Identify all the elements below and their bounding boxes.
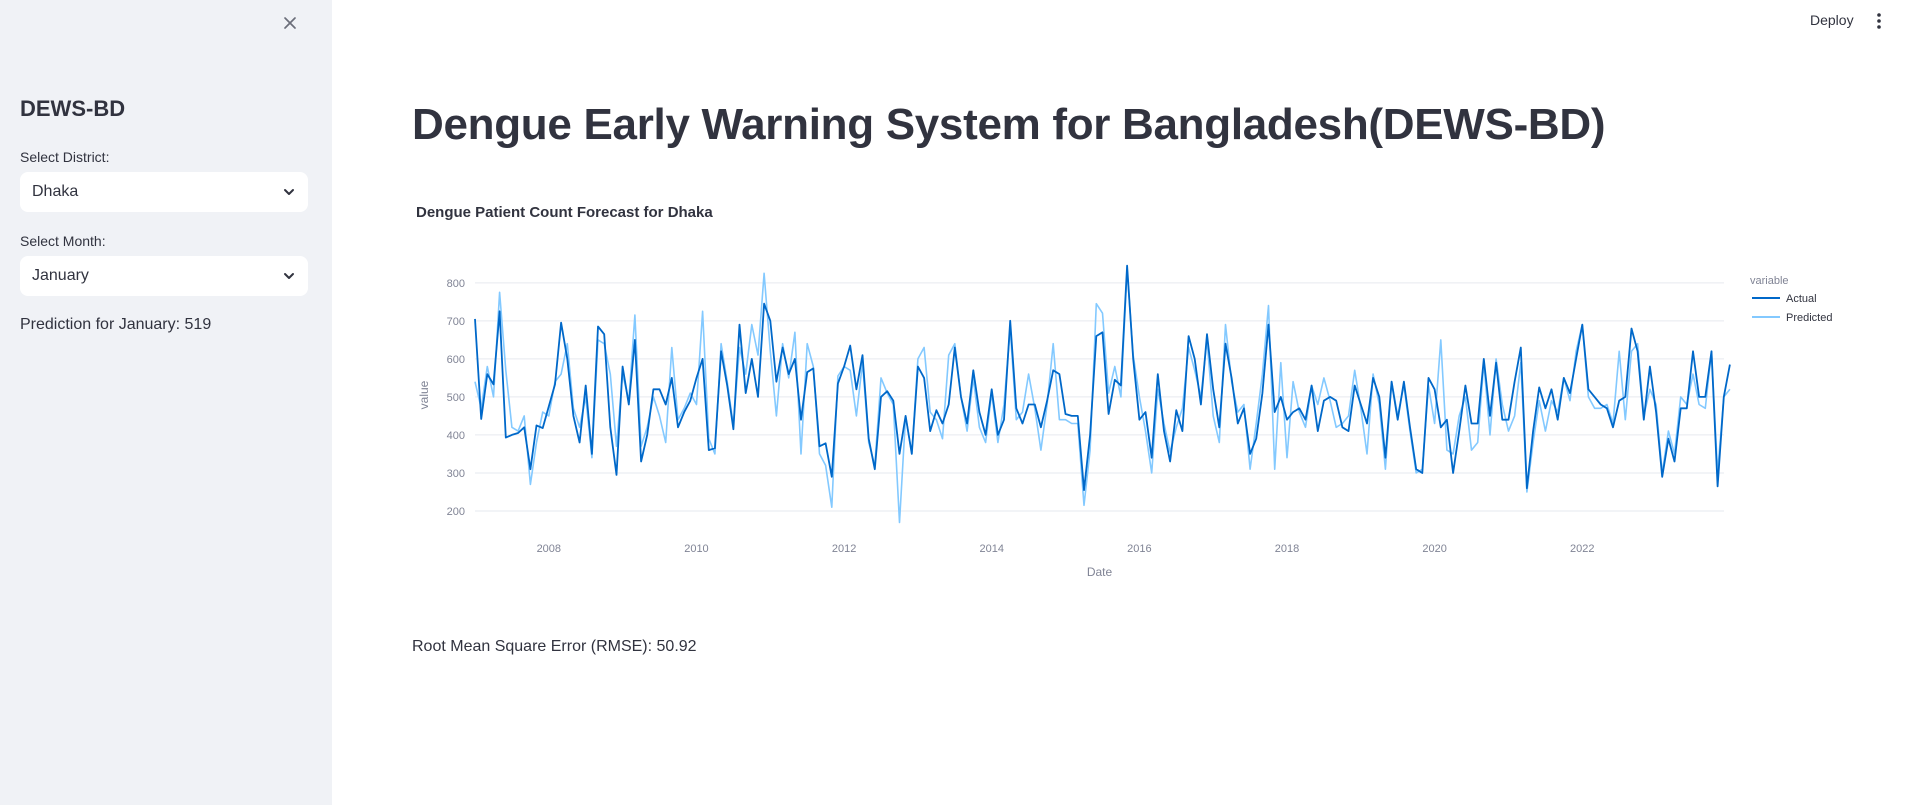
chart-title: Dengue Patient Count Forecast for Dhaka [416,204,713,221]
district-label: Select District: [20,149,110,165]
y-tick-label: 300 [447,468,465,480]
y-tick-label: 600 [447,354,465,366]
district-select[interactable]: Dhaka [20,172,308,212]
district-select-value: Dhaka [32,183,79,200]
close-icon [284,17,296,29]
x-tick-label: 2010 [684,543,708,555]
x-axis-label: Date [1087,565,1113,579]
y-tick-label: 800 [447,278,465,290]
rmse-text: Root Mean Square Error (RMSE): 50.92 [412,638,697,655]
close-sidebar-button[interactable] [279,12,301,34]
y-tick-label: 200 [447,506,465,518]
y-tick-label: 400 [447,430,465,442]
legend-label: Predicted [1786,312,1832,324]
month-select-value: January [32,267,89,284]
legend-title: variable [1750,275,1789,287]
legend-label: Actual [1786,293,1817,305]
app-title: DEWS-BD [20,96,126,121]
y-axis-label: value [417,380,431,409]
x-tick-label: 2022 [1570,543,1594,555]
x-tick-label: 2020 [1422,543,1446,555]
sidebar: DEWS-BD Select District: Dhaka Select Mo… [0,0,332,805]
main-menu-button[interactable] [1872,10,1886,32]
x-tick-label: 2012 [832,543,856,555]
deploy-button[interactable]: Deploy [1810,12,1854,28]
kebab-menu-icon [1877,13,1881,29]
series-line-actual [474,264,1731,492]
x-tick-label: 2008 [537,543,561,555]
chevron-down-icon [284,273,294,279]
y-tick-label: 500 [447,392,465,404]
x-tick-label: 2018 [1275,543,1299,555]
chevron-down-icon [284,189,294,195]
page-title: Dengue Early Warning System for Banglade… [412,100,1606,149]
forecast-chart: 200 300 400 500 600 700 800 2008 2010 2012 2014 201… [417,264,1832,579]
month-select[interactable]: January [20,256,308,296]
prediction-text: Prediction for January: 519 [20,316,212,333]
y-tick-label: 700 [447,316,465,328]
x-tick-label: 2014 [979,543,1003,555]
month-label: Select Month: [20,233,106,249]
x-tick-label: 2016 [1127,543,1151,555]
